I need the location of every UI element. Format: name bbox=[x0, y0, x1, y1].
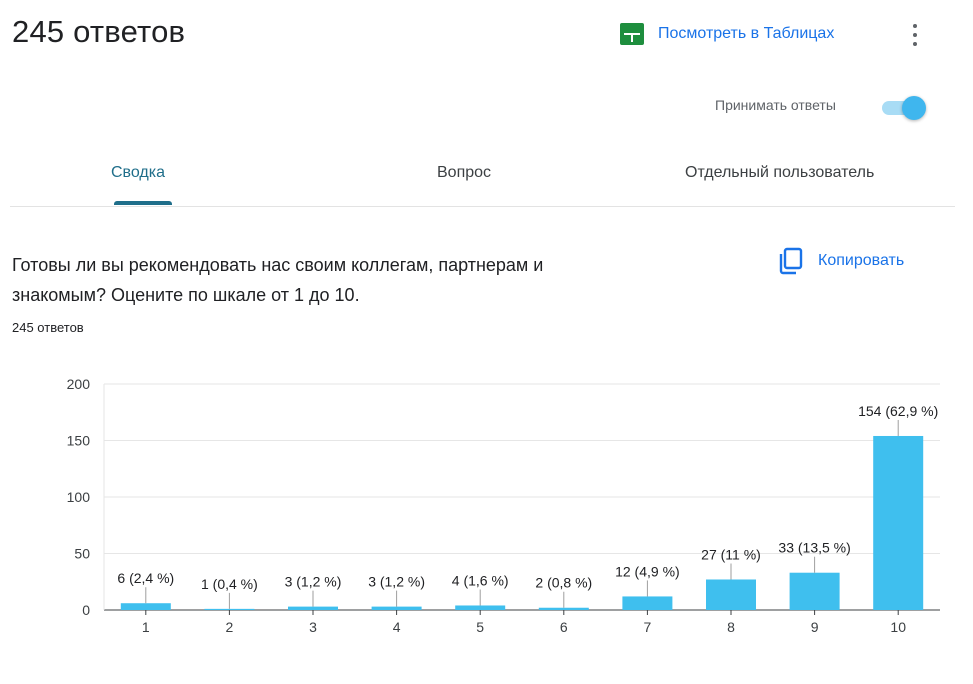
bar bbox=[455, 605, 506, 610]
bar-chart: 0 50 100 150 200 1 6 (2,4 %) 2 1 (0,4 %) 3 3 (1,2 … bbox=[67, 376, 940, 635]
x-tick-label: 9 bbox=[811, 619, 819, 635]
bar bbox=[120, 603, 171, 610]
data-label: 1 (0,4 %) bbox=[201, 576, 258, 592]
data-label: 3 (1,2 %) bbox=[368, 574, 425, 590]
x-tick-label: 8 bbox=[727, 619, 735, 635]
copy-label: Копировать bbox=[818, 252, 905, 269]
data-label: 27 (11 %) bbox=[701, 546, 761, 562]
x-tick-label: 5 bbox=[476, 619, 484, 635]
y-tick-label: 200 bbox=[67, 376, 91, 392]
y-tick-label: 100 bbox=[67, 489, 91, 505]
accept-responses-toggle[interactable] bbox=[880, 95, 926, 121]
question-response-count: 245 ответов bbox=[12, 320, 84, 335]
tab-question[interactable]: Вопрос bbox=[437, 164, 492, 181]
bar bbox=[288, 606, 338, 610]
more-vert-icon[interactable] bbox=[905, 22, 925, 48]
tab-individual[interactable]: Отдельный пользователь bbox=[685, 164, 875, 181]
question-text-line1: Готовы ли вы рекомендовать нас своим кол… bbox=[12, 255, 544, 275]
x-tick-label: 4 bbox=[393, 619, 401, 635]
bar bbox=[873, 435, 924, 610]
view-in-sheets-label: Посмотреть в Таблицах bbox=[658, 25, 835, 42]
data-label: 3 (1,2 %) bbox=[285, 574, 342, 590]
bar bbox=[622, 596, 673, 610]
data-label: 4 (1,6 %) bbox=[452, 572, 509, 588]
data-label: 154 (62,9 %) bbox=[858, 403, 938, 419]
x-tick-label: 2 bbox=[226, 619, 234, 635]
copy-icon bbox=[779, 247, 803, 275]
page-title: 245 ответов bbox=[12, 14, 186, 49]
tab-summary[interactable]: Сводка bbox=[111, 164, 166, 181]
y-tick-label: 150 bbox=[67, 433, 91, 449]
bar bbox=[538, 607, 589, 610]
view-in-sheets-button[interactable]: Посмотреть в Таблицах bbox=[620, 23, 834, 45]
x-tick-label: 3 bbox=[309, 619, 317, 635]
question-text-line2: знакомым? Оцените по шкале от 1 до 10. bbox=[12, 285, 360, 305]
x-tick-label: 10 bbox=[890, 619, 906, 635]
data-label: 12 (4,9 %) bbox=[615, 563, 680, 579]
x-tick-label: 6 bbox=[560, 619, 568, 635]
bar bbox=[789, 572, 840, 610]
x-tick-label: 1 bbox=[142, 619, 150, 635]
y-tick-label: 50 bbox=[74, 546, 90, 562]
question-title: Готовы ли вы рекомендовать нас своим кол… bbox=[12, 250, 712, 310]
data-label: 33 (13,5 %) bbox=[778, 540, 850, 556]
tabs-bar: Сводка Вопрос Отдельный пользователь bbox=[10, 150, 955, 207]
bar bbox=[204, 608, 255, 610]
bar bbox=[371, 606, 422, 610]
tab-active-indicator bbox=[114, 201, 172, 205]
y-tick-label: 0 bbox=[82, 602, 90, 618]
data-label: 2 (0,8 %) bbox=[535, 575, 592, 591]
copy-chart-button[interactable]: Копировать bbox=[778, 247, 904, 275]
bar bbox=[706, 579, 756, 610]
sheets-icon bbox=[620, 23, 644, 45]
data-label: 6 (2,4 %) bbox=[117, 570, 174, 586]
x-tick-label: 7 bbox=[644, 619, 652, 635]
accept-responses-label: Принимать ответы bbox=[715, 97, 836, 113]
